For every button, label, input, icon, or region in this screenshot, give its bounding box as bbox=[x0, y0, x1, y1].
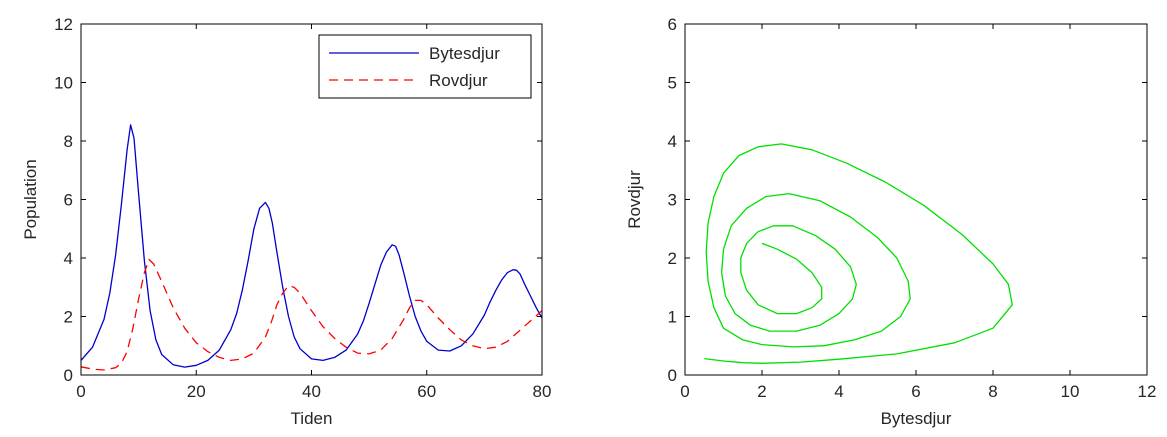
x-tick-label: 0 bbox=[76, 382, 85, 401]
y-tick-label: 0 bbox=[64, 366, 73, 385]
x-tick-label: 0 bbox=[680, 382, 689, 401]
x-tick-label: 20 bbox=[187, 382, 206, 401]
x-tick-label: 4 bbox=[834, 382, 843, 401]
x-tick-label: 12 bbox=[1138, 382, 1157, 401]
y-axis-label: Rovdjur bbox=[625, 170, 644, 229]
y-tick-label: 4 bbox=[64, 249, 73, 268]
legend-label-rovdjur: Rovdjur bbox=[429, 71, 488, 90]
plot-frame bbox=[684, 23, 1148, 376]
x-tick-label: 2 bbox=[757, 382, 766, 401]
y-tick-label: 3 bbox=[668, 191, 677, 210]
y-tick-label: 8 bbox=[64, 132, 73, 151]
axes-1: 0 20 40 60 80 0 2 4 6 8 10 12 Tiden Population Bytesdj… bbox=[21, 15, 551, 428]
y-tick-label: 0 bbox=[668, 366, 677, 385]
legend-label-bytesdjur: Bytesdjur bbox=[429, 44, 500, 63]
y-tick-label: 2 bbox=[64, 308, 73, 327]
x-tick-label: 80 bbox=[533, 382, 552, 401]
x-tick-label: 6 bbox=[911, 382, 920, 401]
x-tick-label: 60 bbox=[417, 382, 436, 401]
y-tick-label: 10 bbox=[54, 74, 73, 93]
x-tick-label: 10 bbox=[1061, 382, 1080, 401]
x-axis-label: Tiden bbox=[291, 409, 333, 428]
legend: Bytesdjur Rovdjur bbox=[318, 34, 532, 99]
x-tick-label: 8 bbox=[988, 382, 997, 401]
y-tick-label: 12 bbox=[54, 15, 73, 34]
x-axis-label: Bytesdjur bbox=[881, 409, 952, 428]
y-tick-label: 4 bbox=[668, 132, 677, 151]
y-axis-label: Population bbox=[21, 159, 40, 239]
series-line-trajectory bbox=[704, 143, 1013, 364]
y-tick-label: 1 bbox=[668, 308, 677, 327]
series-line-bytesdjur bbox=[81, 124, 542, 368]
y-tick-label: 6 bbox=[64, 191, 73, 210]
y-tick-label: 6 bbox=[668, 15, 677, 34]
y-tick-label: 5 bbox=[668, 74, 677, 93]
x-tick-label: 40 bbox=[302, 382, 321, 401]
legend-box bbox=[318, 34, 532, 99]
series-line-rovdjur bbox=[81, 258, 542, 371]
y-tick-label: 2 bbox=[668, 249, 677, 268]
